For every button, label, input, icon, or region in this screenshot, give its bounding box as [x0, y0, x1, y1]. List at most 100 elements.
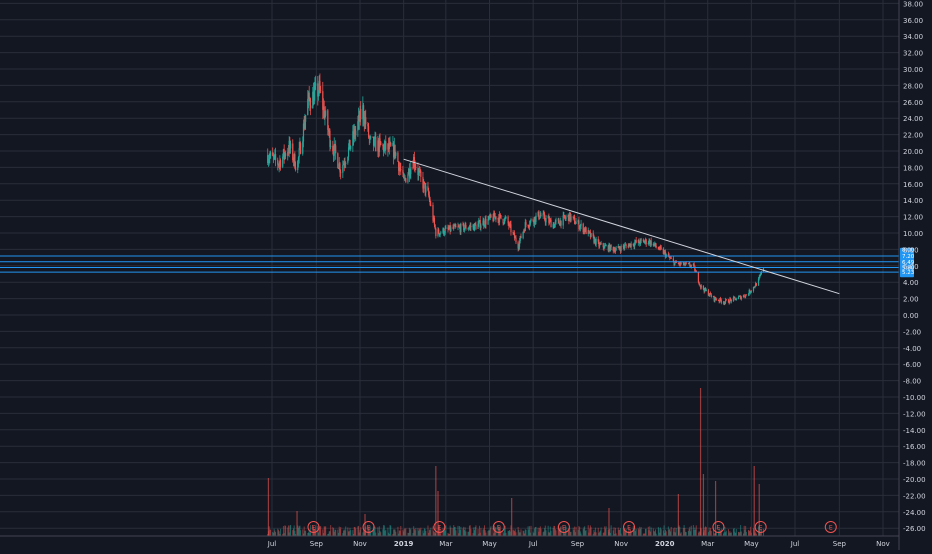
earnings-marker[interactable]: E: [754, 521, 767, 533]
volume-bar: [633, 528, 635, 536]
earnings-circle: [492, 521, 505, 533]
volume-bar: [593, 529, 595, 536]
volume-bar: [725, 530, 727, 536]
volume-bar: [719, 532, 721, 536]
y-tick-label: -8.00: [903, 378, 921, 386]
candle-body: [289, 140, 291, 149]
candle-body: [340, 172, 342, 174]
volume-bar: [673, 531, 675, 536]
candle-body: [447, 227, 449, 229]
x-tick-label: Jul: [790, 540, 800, 548]
candle-body: [284, 153, 286, 158]
candle-body: [290, 143, 292, 149]
candle-body: [658, 249, 660, 251]
candle-body: [297, 157, 300, 162]
volume-bar: [750, 526, 752, 536]
volume-bar: [573, 530, 575, 536]
volume-bar: [363, 528, 365, 536]
earnings-marker[interactable]: E: [623, 521, 636, 533]
volume-bar: [330, 525, 332, 536]
candle-body: [498, 214, 501, 223]
candle-body: [330, 145, 332, 147]
candle-body: [755, 283, 757, 287]
candle-body: [644, 239, 647, 242]
candle-body: [582, 223, 584, 233]
candle-body: [339, 163, 341, 173]
candle-body: [724, 302, 726, 304]
volume-bar: [358, 525, 360, 536]
earnings-marker[interactable]: E: [433, 521, 446, 533]
candle-body: [699, 285, 702, 288]
candle-body: [714, 297, 716, 301]
volume-bar: [329, 531, 331, 536]
y-tick-label: 24.00: [903, 115, 923, 123]
earnings-marker[interactable]: E: [307, 521, 320, 533]
volume-bar: [665, 529, 667, 536]
earnings-marker[interactable]: E: [824, 521, 837, 533]
candle-body: [635, 240, 637, 243]
volume-bar: [547, 525, 549, 536]
volume-bar: [728, 532, 730, 536]
candle-body: [400, 169, 402, 171]
horizontal-levels[interactable]: 8.007.206.495.805.23: [0, 247, 915, 278]
candle-body: [677, 263, 679, 264]
trendline[interactable]: [403, 158, 840, 295]
volume-bar: [408, 533, 410, 536]
volume-bar: [502, 531, 504, 536]
candle-body: [453, 224, 456, 227]
volume-bar: [629, 532, 631, 536]
earnings-marker[interactable]: E: [492, 521, 505, 533]
y-tick-label: -26.00: [903, 525, 926, 533]
volume-bar: [564, 525, 566, 536]
volume-bar: [583, 527, 585, 536]
earnings-marker[interactable]: E: [362, 521, 375, 533]
candle-body: [538, 217, 541, 219]
candle-body: [282, 149, 285, 157]
volume-bar: [663, 525, 665, 536]
candle-body: [432, 204, 434, 221]
volume-bar: [753, 528, 755, 536]
volume-bar: [418, 528, 420, 536]
candle-body: [594, 238, 596, 243]
volume-bar: [755, 532, 757, 536]
volume-bar: [485, 532, 487, 536]
candle-body: [735, 298, 737, 301]
candle-body: [417, 168, 419, 176]
candle-body: [692, 263, 695, 266]
volume-bar: [634, 527, 636, 536]
earnings-label: E: [627, 525, 631, 532]
candle-body: [685, 262, 687, 264]
candle-body: [345, 162, 347, 164]
candle-body: [578, 220, 580, 229]
candle-body: [415, 167, 417, 169]
volume-bar: [542, 532, 544, 536]
candle-body: [733, 297, 735, 298]
earnings-marker[interactable]: E: [557, 521, 570, 533]
volume-bar: [493, 533, 495, 536]
candle-body: [682, 262, 684, 264]
volume-bar: [694, 527, 696, 536]
volume-bar: [648, 530, 650, 536]
earnings-label: E: [312, 525, 316, 532]
candle-body: [629, 243, 631, 245]
volume-bar: [392, 533, 394, 536]
candle-body: [698, 282, 700, 285]
volume-bar: [539, 528, 541, 536]
candle-body: [317, 92, 320, 97]
earnings-marker[interactable]: E: [712, 521, 725, 533]
candle-body: [325, 110, 327, 116]
volume-bar: [678, 525, 680, 536]
candle-body: [369, 137, 371, 139]
candle-body: [737, 296, 740, 300]
y-tick-label: 36.00: [903, 17, 923, 25]
y-tick-label: -14.00: [903, 427, 926, 435]
candle-body: [353, 129, 355, 138]
volume-bar: [685, 532, 687, 536]
candle-body: [500, 214, 502, 219]
volume-bar: [740, 525, 742, 536]
candle-body: [509, 223, 511, 225]
candle-body: [450, 227, 452, 232]
